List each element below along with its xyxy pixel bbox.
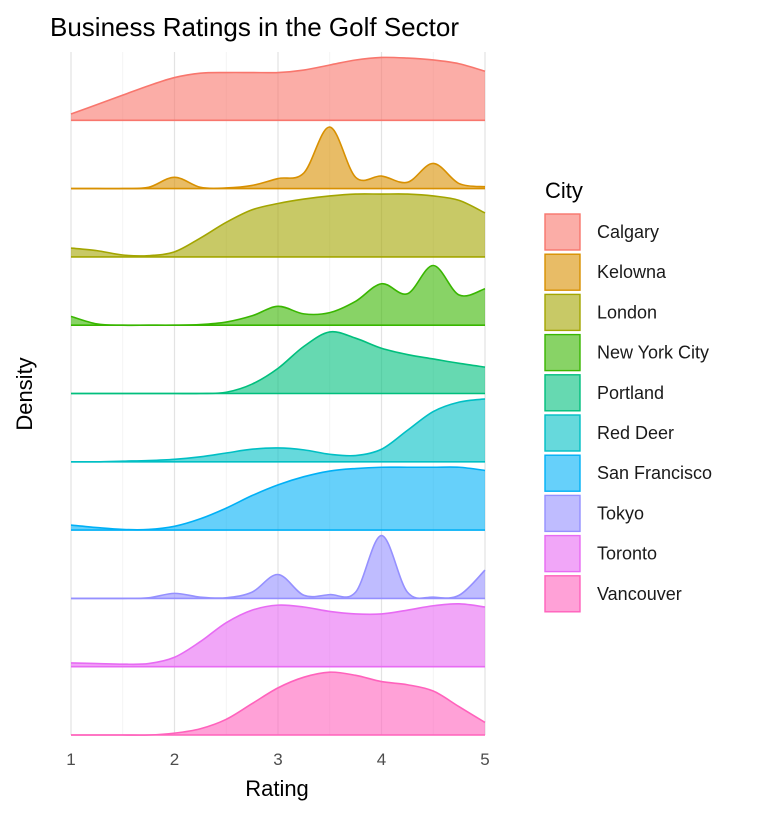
legend-swatch-kelowna	[544, 253, 581, 291]
legend-label-portland: Portland	[597, 383, 664, 403]
ridge-line-toronto	[70, 603, 486, 666]
legend-label-san-francisco: San Francisco	[597, 463, 712, 483]
legend-swatch-calgary	[544, 213, 581, 251]
legend-swatch-new-york-city	[544, 333, 581, 372]
legend-swatch-red-deer	[544, 414, 581, 452]
chart-title: Business Ratings in the Golf Sector	[50, 12, 459, 42]
ridge-area-san-francisco	[71, 467, 485, 531]
ridge-area-new-york-city	[71, 265, 485, 326]
x-tick-label: 2	[170, 750, 179, 769]
legend-label-calgary: Calgary	[597, 222, 659, 242]
legend-label-toronto: Toronto	[597, 544, 657, 564]
x-tick-label: 5	[480, 750, 489, 769]
legend-label-kelowna: Kelowna	[597, 262, 667, 282]
ridge-area-portland	[71, 331, 485, 394]
legend-items: Calgary Kelowna London New York City Portlan…	[544, 213, 712, 613]
legend-swatch-toronto	[544, 534, 581, 573]
density-ridges	[70, 56, 486, 736]
y-axis-title: Density	[12, 357, 37, 430]
legend-swatch-vancouver	[544, 575, 581, 613]
legend-title: City	[545, 178, 583, 203]
ridge-area-tokyo	[71, 535, 485, 599]
x-tick-label: 3	[273, 750, 282, 769]
ridge-area-red-deer	[71, 398, 485, 462]
x-tick-label: 1	[66, 750, 75, 769]
legend-label-new-york-city: New York City	[597, 343, 709, 363]
legend-label-tokyo: Tokyo	[597, 503, 644, 523]
x-axis-title: Rating	[245, 776, 309, 801]
legend-swatch-london	[544, 293, 581, 332]
ridge-line-calgary	[70, 56, 486, 115]
ridge-line-red-deer	[70, 398, 486, 463]
x-axis-ticks: 1 2 3 4 5	[66, 750, 489, 769]
legend: City Calgary Kelowna London New York City Po…	[544, 178, 712, 613]
legend-label-vancouver: Vancouver	[597, 584, 682, 604]
legend-label-red-deer: Red Deer	[597, 423, 674, 443]
ridge-area-london	[71, 193, 485, 257]
x-tick-label: 4	[377, 750, 386, 769]
legend-label-london: London	[597, 302, 657, 322]
legend-swatch-san-francisco	[544, 454, 581, 492]
legend-swatch-tokyo	[544, 494, 581, 533]
ridge-area-kelowna	[71, 127, 485, 189]
legend-swatch-portland	[544, 374, 581, 412]
ridge-area-vancouver	[71, 672, 485, 736]
ridge-area-calgary	[71, 57, 485, 121]
ridge-area-toronto	[71, 603, 485, 667]
ridge-line-london	[70, 193, 486, 257]
